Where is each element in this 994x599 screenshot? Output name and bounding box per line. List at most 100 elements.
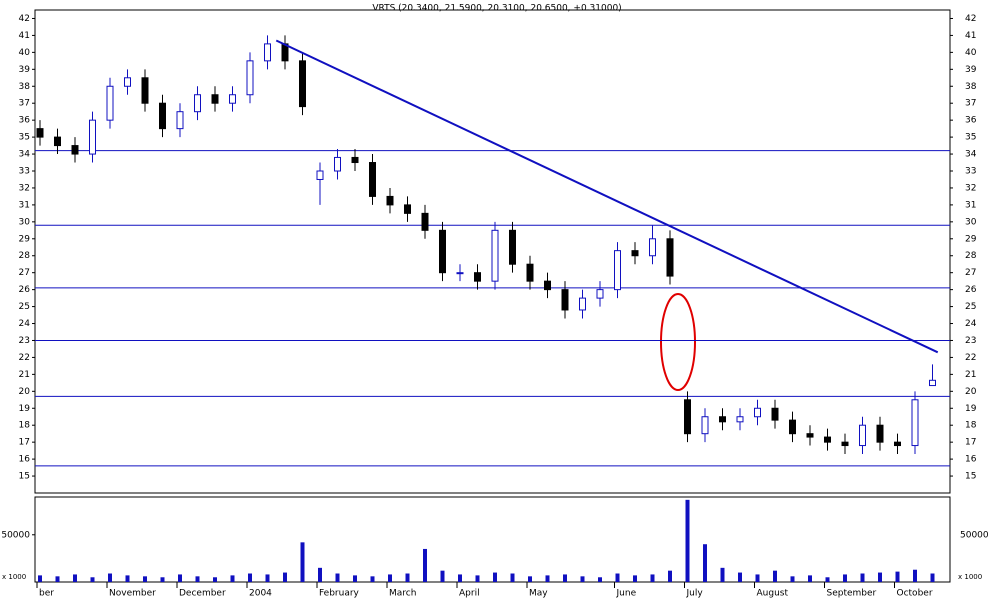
candle-body <box>386 195 394 206</box>
candle-body <box>701 416 709 435</box>
volume-bar <box>283 572 287 582</box>
y-tick-label-right: 28 <box>965 251 977 261</box>
y-tick-label: 35 <box>19 133 30 143</box>
volume-bar <box>73 574 77 582</box>
volume-bar <box>843 574 847 582</box>
candle-body <box>211 94 219 104</box>
y-tick-label-right: 41 <box>965 31 976 41</box>
y-tick-label-right: 29 <box>965 234 977 244</box>
volume-bar <box>108 573 112 582</box>
candle-body <box>649 238 656 257</box>
y-tick-label: 38 <box>19 82 31 92</box>
candle-body <box>54 136 61 147</box>
volume-bar <box>720 567 725 582</box>
volume-bar <box>650 574 655 582</box>
candle-body <box>859 424 866 447</box>
volume-bar <box>913 569 917 582</box>
volume-tick-label: 50000 <box>1 530 30 540</box>
candle-body <box>544 280 551 291</box>
volume-bar <box>633 575 637 582</box>
y-tick-label-right: 27 <box>965 268 976 278</box>
volume-bar <box>895 571 900 582</box>
candle-body <box>771 407 779 421</box>
candle-body <box>806 433 814 438</box>
candle-body <box>141 77 149 104</box>
y-tick-label: 37 <box>19 99 30 109</box>
price-panel <box>34 9 951 494</box>
volume-bar <box>160 577 165 582</box>
y-tick-label-right: 38 <box>965 82 977 92</box>
volume-bar <box>178 574 182 582</box>
y-tick-label: 27 <box>19 268 30 278</box>
y-tick-label-right: 22 <box>965 353 976 363</box>
y-tick-label: 17 <box>19 438 30 448</box>
x-tick-label: February <box>319 589 360 599</box>
volume-bar <box>248 573 252 582</box>
x-tick-label: May <box>529 589 548 599</box>
x-tick-label: March <box>389 589 416 599</box>
volume-bar <box>370 576 375 582</box>
y-tick-label: 19 <box>19 404 31 414</box>
volume-bar <box>738 572 742 582</box>
y-tick-label-right: 34 <box>965 150 977 160</box>
candle-body <box>474 272 481 282</box>
y-tick-label: 34 <box>19 150 31 160</box>
x-tick-label: August <box>757 589 789 599</box>
volume-bar <box>405 573 410 582</box>
x-tick-label: ber <box>39 589 54 599</box>
candle-body <box>929 379 936 387</box>
candle-body <box>264 43 271 62</box>
volume-bar <box>55 576 60 582</box>
volume-bar <box>685 499 690 582</box>
y-tick-label-right: 19 <box>965 404 977 414</box>
volume-bar <box>458 574 462 582</box>
y-tick-label-right: 39 <box>965 65 977 75</box>
volume-bar <box>755 574 760 582</box>
volume-bar <box>38 575 42 582</box>
candle-body <box>719 416 726 423</box>
x-tick-label: July <box>686 589 704 599</box>
candle-body <box>194 94 201 113</box>
candle-body <box>666 238 674 277</box>
volume-bar <box>493 572 497 582</box>
y-tick-label: 33 <box>19 167 30 177</box>
candle-body <box>579 297 586 311</box>
volume-bar <box>125 575 130 582</box>
volume-bar <box>440 570 445 582</box>
y-tick-label-right: 35 <box>965 133 976 143</box>
candle-body <box>316 170 324 180</box>
y-tick-label: 36 <box>19 116 31 126</box>
candle-body <box>159 102 166 130</box>
y-tick-label-right: 37 <box>965 99 976 109</box>
candle-body <box>824 436 831 443</box>
y-tick-label-right: 33 <box>965 167 976 177</box>
y-tick-label: 21 <box>19 370 30 380</box>
volume-unit-left: x 1000 <box>2 573 26 581</box>
y-tick-label-right: 26 <box>965 285 977 295</box>
x-tick-label: September <box>827 589 877 599</box>
x-tick-label: November <box>109 589 156 599</box>
volume-bar <box>353 575 357 582</box>
candle-body <box>404 204 411 214</box>
volume-bar <box>808 575 812 582</box>
volume-bar <box>475 575 480 582</box>
y-tick-label: 32 <box>19 183 30 193</box>
y-tick-label: 18 <box>19 421 31 431</box>
candle-body <box>789 419 796 435</box>
y-tick-label: 20 <box>19 387 31 397</box>
candle-body <box>299 60 306 108</box>
candle-body <box>596 289 604 299</box>
volume-bar <box>790 576 795 582</box>
candle-body <box>876 424 884 443</box>
y-tick-label-right: 32 <box>965 183 976 193</box>
y-tick-label: 29 <box>19 234 31 244</box>
y-tick-label-right: 30 <box>965 217 977 227</box>
x-tick-label: April <box>459 589 480 599</box>
y-tick-label-right: 31 <box>965 200 976 210</box>
candle-body <box>89 119 96 155</box>
candle-body <box>369 162 376 197</box>
volume-bar <box>300 542 305 582</box>
volume-bar <box>598 577 602 582</box>
y-tick-label: 39 <box>19 65 31 75</box>
candle-body <box>36 128 44 138</box>
